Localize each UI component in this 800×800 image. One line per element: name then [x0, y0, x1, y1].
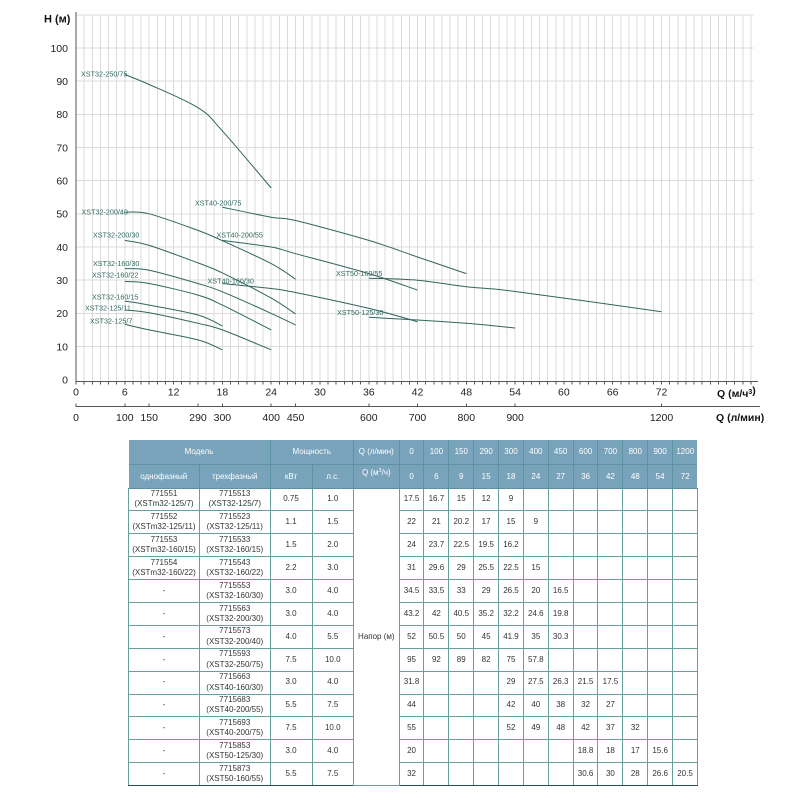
svg-text:72: 72 [656, 387, 668, 399]
svg-text:XST40-160/30: XST40-160/30 [208, 276, 254, 285]
svg-text:150: 150 [140, 412, 158, 424]
svg-text:XST50-160/55: XST50-160/55 [336, 269, 382, 278]
svg-text:80: 80 [56, 109, 68, 121]
svg-text:900: 900 [506, 412, 524, 424]
svg-text:Н (м): Н (м) [44, 14, 71, 26]
svg-text:30: 30 [56, 275, 68, 287]
svg-text:XST32-125/7: XST32-125/7 [90, 316, 132, 325]
svg-text:XST50-125/30: XST50-125/30 [337, 308, 383, 317]
svg-text:60: 60 [558, 387, 570, 399]
svg-text:Q (л/мин): Q (л/мин) [716, 412, 764, 424]
svg-text:XST32-250/75: XST32-250/75 [81, 69, 127, 78]
svg-text:40: 40 [56, 242, 68, 254]
svg-text:48: 48 [460, 387, 472, 399]
svg-text:66: 66 [607, 387, 619, 399]
svg-text:6: 6 [122, 387, 128, 399]
svg-text:800: 800 [458, 412, 476, 424]
svg-text:60: 60 [56, 176, 68, 188]
svg-text:100: 100 [50, 43, 68, 55]
svg-text:24: 24 [265, 387, 277, 399]
svg-text:400: 400 [262, 412, 280, 424]
svg-text:600: 600 [360, 412, 378, 424]
svg-text:450: 450 [287, 412, 305, 424]
svg-text:XST32-200/40: XST32-200/40 [82, 207, 128, 216]
svg-text:12: 12 [168, 387, 180, 399]
svg-text:36: 36 [363, 387, 375, 399]
svg-text:0: 0 [73, 387, 79, 399]
svg-text:42: 42 [412, 387, 424, 399]
svg-text:1200: 1200 [650, 412, 674, 424]
svg-text:XST40-200/75: XST40-200/75 [195, 199, 241, 208]
svg-text:30: 30 [314, 387, 326, 399]
svg-text:50: 50 [56, 209, 68, 221]
svg-text:54: 54 [509, 387, 521, 399]
svg-text:18: 18 [217, 387, 229, 399]
svg-text:XST32-160/30: XST32-160/30 [93, 259, 139, 268]
svg-text:XST32-200/30: XST32-200/30 [93, 230, 139, 239]
svg-text:XST32-125/11: XST32-125/11 [85, 303, 131, 312]
svg-text:XST32-160/15: XST32-160/15 [92, 292, 138, 301]
svg-text:XST32-160/22: XST32-160/22 [92, 270, 138, 279]
svg-text:70: 70 [56, 142, 68, 154]
svg-text:300: 300 [214, 412, 232, 424]
svg-text:0: 0 [62, 375, 68, 387]
svg-text:290: 290 [189, 412, 207, 424]
svg-text:XST40-200/55: XST40-200/55 [217, 230, 263, 239]
svg-text:20: 20 [56, 308, 68, 320]
svg-text:10: 10 [56, 341, 68, 353]
svg-text:Q (м/ч3): Q (м/ч3) [717, 385, 756, 400]
svg-text:700: 700 [409, 412, 427, 424]
svg-text:90: 90 [56, 76, 68, 88]
svg-text:100: 100 [116, 412, 134, 424]
svg-text:0: 0 [73, 412, 79, 424]
